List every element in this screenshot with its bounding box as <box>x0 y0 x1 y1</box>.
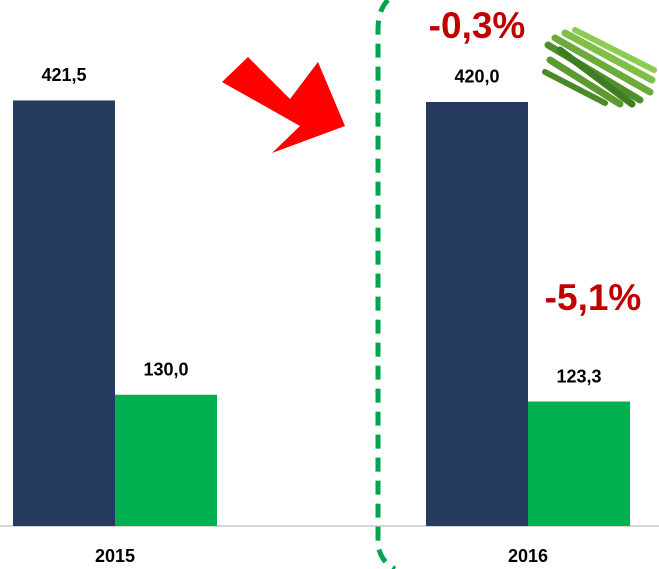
bar <box>13 100 115 526</box>
arrow <box>222 57 345 153</box>
bar <box>528 401 630 526</box>
annotation: -5,1% <box>545 277 642 318</box>
data-label: 123,3 <box>556 366 601 386</box>
x-tick-label: 2015 <box>95 546 135 566</box>
annotation: -0,3% <box>429 5 526 46</box>
bar <box>426 101 528 526</box>
data-label: 130,0 <box>143 360 188 380</box>
x-tick-label: 2016 <box>508 546 548 566</box>
data-label: 421,5 <box>41 65 86 85</box>
dashed-bracket <box>375 0 397 569</box>
asparagus-image <box>542 27 657 108</box>
data-label: 420,0 <box>454 67 499 87</box>
bar <box>115 394 217 526</box>
